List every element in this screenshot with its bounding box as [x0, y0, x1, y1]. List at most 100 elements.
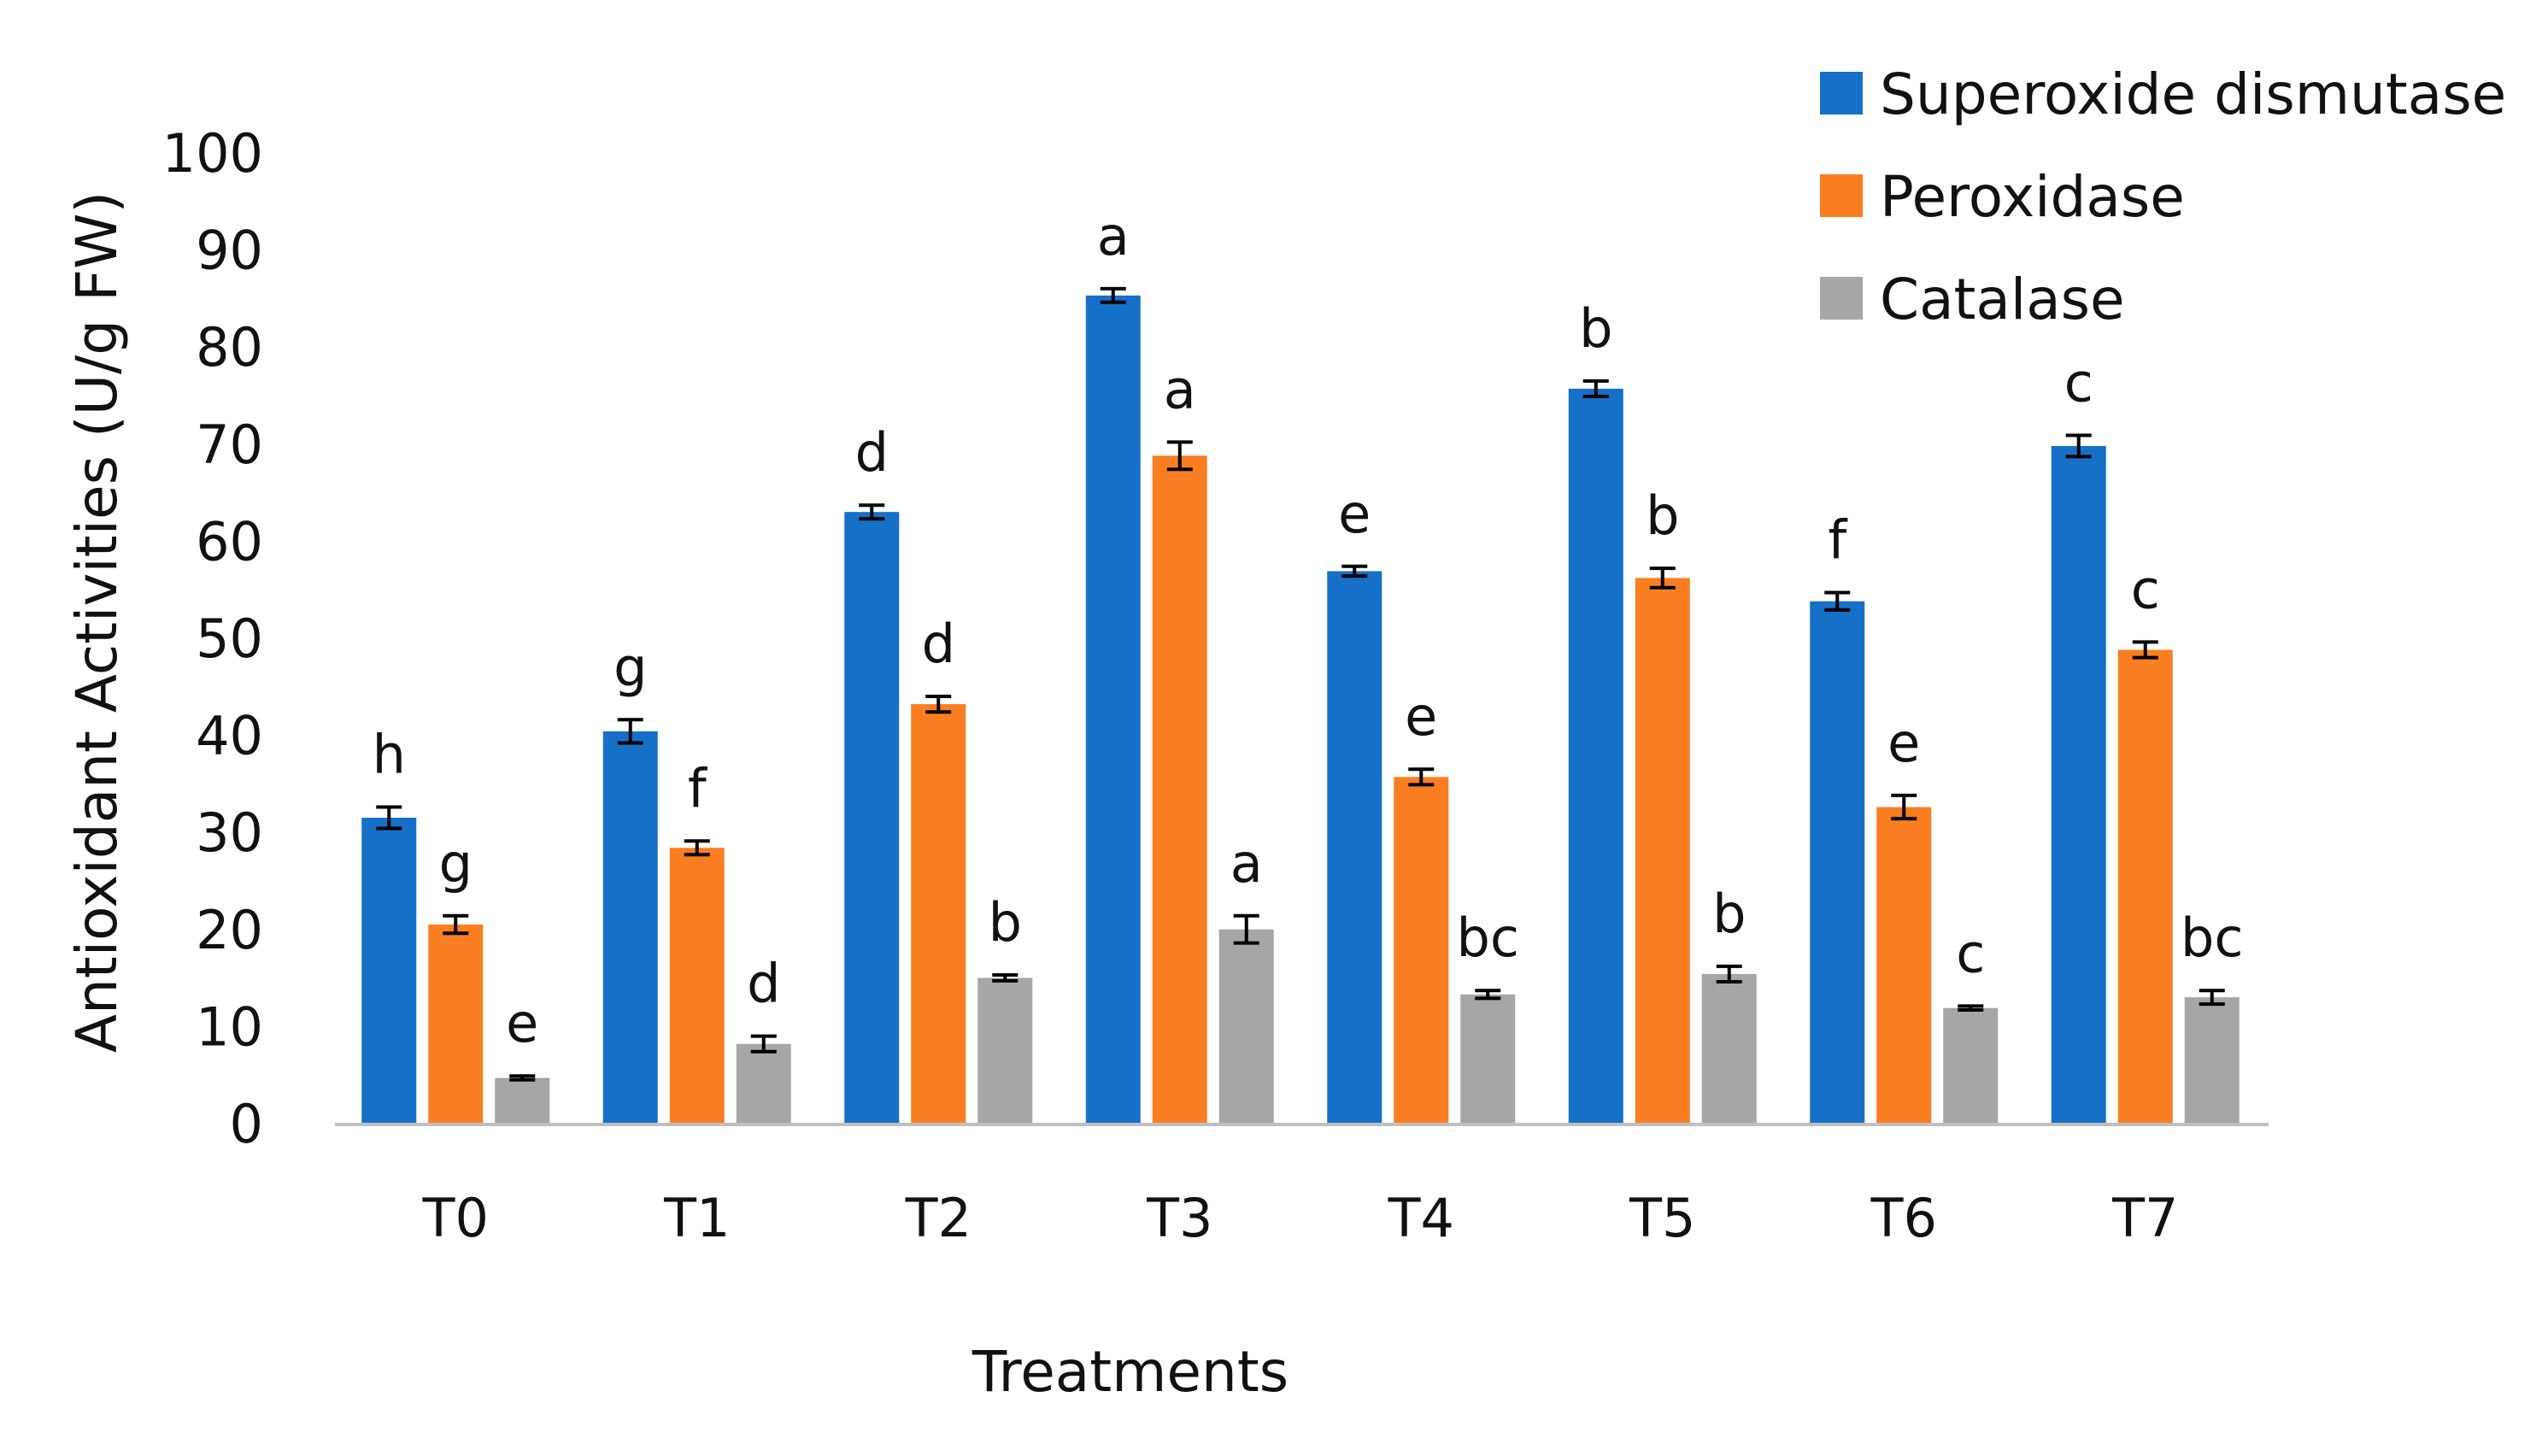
y-axis-title: Antioxidant Activities (U/g FW)	[64, 191, 130, 1053]
y-tick-label: 100	[162, 122, 263, 185]
y-tick-label: 90	[196, 220, 263, 282]
legend-label: Catalase	[1880, 267, 2125, 332]
bar	[977, 978, 1033, 1124]
legend-item: Peroxidase	[1820, 164, 2185, 230]
x-tick-label: T6	[1870, 1187, 1937, 1249]
significance-label: a	[1230, 832, 1263, 895]
legend: Superoxide dismutase Peroxidase Catalase	[1820, 62, 2506, 332]
bar	[736, 1043, 791, 1124]
error-bar	[2199, 989, 2225, 1007]
error-bar	[1166, 440, 1193, 472]
legend-swatch	[1820, 277, 1863, 320]
bars	[361, 295, 2240, 1125]
legend-label: Peroxidase	[1880, 164, 2185, 230]
bar	[495, 1077, 550, 1124]
error-bar	[1716, 964, 1742, 984]
x-tick-label: T3	[1146, 1187, 1212, 1249]
bar	[669, 848, 725, 1124]
error-bar	[992, 973, 1019, 983]
significance-label: h	[373, 724, 406, 786]
significance-label: a	[1164, 358, 1196, 420]
significance-label: b	[1646, 484, 1679, 547]
error-bar	[2132, 640, 2158, 660]
error-bar	[1475, 989, 1501, 1001]
significance-label: c	[2064, 351, 2093, 414]
significance-label: d	[747, 953, 780, 1015]
x-tick-label: T2	[905, 1187, 972, 1249]
error-bar	[2065, 433, 2092, 459]
x-tick-label: T0	[422, 1187, 489, 1249]
error-bars	[376, 286, 2225, 1082]
x-axis-title: Treatments	[972, 1339, 1289, 1405]
y-tick-label: 80	[196, 316, 263, 379]
significance-label: e	[1405, 685, 1437, 748]
bar	[1568, 388, 1623, 1124]
legend-swatch	[1820, 72, 1863, 114]
significance-label: c	[2131, 558, 2160, 620]
significance-label: a	[1097, 205, 1130, 267]
significance-label: bc	[2181, 907, 2243, 969]
significance-label: e	[1338, 483, 1371, 545]
significance-label: e	[506, 992, 538, 1054]
bar	[1085, 295, 1141, 1125]
significance-label: bc	[1457, 907, 1519, 969]
bar	[428, 924, 484, 1124]
y-axis-ticks: 0 10 20 30 40 50 60 70 80 90 100	[162, 122, 263, 1155]
y-tick-label: 0	[230, 1093, 263, 1155]
bar	[911, 704, 966, 1124]
y-tick-label: 30	[196, 801, 263, 864]
bar	[1218, 929, 1274, 1124]
error-bar	[1100, 286, 1126, 304]
legend-swatch	[1820, 174, 1863, 217]
error-bar	[617, 718, 643, 745]
y-tick-label: 10	[196, 995, 263, 1058]
x-tick-label: T5	[1629, 1187, 1695, 1249]
y-tick-label: 40	[196, 705, 263, 767]
significance-label: g	[439, 832, 473, 895]
bar	[1460, 994, 1516, 1124]
significance-label: g	[613, 636, 647, 698]
error-bar	[509, 1074, 536, 1082]
significance-label: f	[688, 757, 708, 819]
error-bar	[1649, 567, 1676, 590]
bar	[2051, 445, 2106, 1124]
significance-label: d	[922, 613, 955, 675]
error-bar	[443, 913, 469, 936]
error-bar	[1891, 793, 1917, 821]
x-tick-label: T1	[663, 1187, 730, 1249]
bar	[602, 731, 658, 1124]
bar	[1810, 601, 1865, 1124]
y-tick-label: 70	[196, 414, 263, 476]
x-axis-ticks: T0 T1 T2 T3 T4 T5 T6 T7	[422, 1187, 2179, 1249]
significance-label: f	[1828, 508, 1848, 571]
bar	[844, 512, 900, 1124]
bar	[1943, 1007, 1999, 1124]
significance-label: b	[989, 891, 1022, 954]
bar	[1152, 455, 1207, 1124]
significance-label: b	[1712, 883, 1746, 945]
y-tick-label: 50	[196, 608, 263, 670]
error-bar	[925, 695, 952, 714]
bar	[361, 818, 417, 1124]
error-bar	[1582, 379, 1609, 398]
legend-item: Catalase	[1820, 267, 2125, 332]
bar	[1635, 578, 1690, 1124]
y-tick-label: 20	[196, 899, 263, 961]
significance-label: d	[855, 421, 889, 484]
error-bar	[1958, 1004, 1984, 1012]
error-bar	[684, 839, 710, 857]
error-bar	[1824, 590, 1851, 612]
bar	[1876, 807, 1932, 1124]
bar	[2117, 649, 2173, 1124]
error-bar	[1341, 564, 1368, 578]
significance-label: b	[1579, 297, 1612, 360]
x-tick-label: T7	[2111, 1187, 2178, 1249]
bar	[1394, 777, 1449, 1124]
significance-label: c	[1956, 922, 1985, 984]
bar	[1327, 571, 1383, 1124]
bar	[2184, 997, 2240, 1124]
y-tick-label: 60	[196, 510, 263, 572]
